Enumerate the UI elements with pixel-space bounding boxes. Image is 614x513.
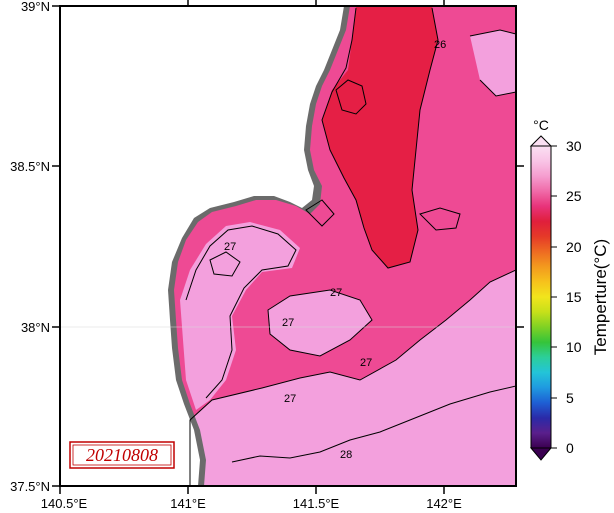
colorbar-tick-label: 20 [566, 239, 582, 255]
sea-26c-region [322, 6, 438, 268]
contour-label: 26 [434, 39, 446, 51]
map-area: 26 27 27 27 27 27 28 [60, 6, 516, 486]
lat-label: 38°N [21, 320, 50, 335]
sea-28c-region-south [190, 270, 516, 486]
colorbar-max-triangle [529, 135, 553, 147]
contour-label: 27 [224, 241, 236, 253]
colorbar-unit: °C [533, 117, 549, 133]
contour-label: 27 [282, 317, 294, 329]
axis-ticks [52, 0, 524, 494]
lon-label: 142°E [426, 496, 462, 511]
lat-label: 37.5°N [10, 479, 50, 494]
colorbar-tick-label: 15 [566, 289, 582, 305]
colorbar-tick-label: 0 [566, 440, 574, 456]
contour-label: 27 [284, 393, 296, 405]
colorbar-min-triangle [529, 447, 553, 461]
contour-labels: 26 27 27 27 27 27 28 [224, 39, 446, 461]
colorbar-tick-label: 5 [566, 390, 574, 406]
colorbar-ticks [551, 145, 557, 449]
date-stamp: 20210808 [86, 445, 158, 465]
lon-label: 141°E [170, 496, 206, 511]
contour-label: 28 [340, 449, 352, 461]
colorbar-tick-label: 25 [566, 188, 582, 204]
colorbar-title: Temperture(°C) [591, 239, 610, 355]
date-stamp-inner-border [72, 444, 172, 466]
contour-lines [185, 7, 516, 486]
lat-label: 39°N [21, 0, 50, 14]
sea-28c-patch-east [470, 30, 516, 96]
colorbar [530, 145, 552, 449]
lon-label: 140.5°E [41, 496, 88, 511]
colorbar-tick-label: 30 [566, 138, 582, 154]
lat-label: 38.5°N [10, 159, 50, 174]
land-area [60, 6, 344, 486]
contour-label: 27 [330, 287, 342, 299]
sea-28c-patch-mid [268, 290, 372, 356]
date-stamp-box [69, 441, 175, 469]
map-frame [59, 5, 517, 487]
lon-label: 141.5°E [293, 496, 340, 511]
contour-label: 27 [360, 357, 372, 369]
colorbar-tick-label: 10 [566, 339, 582, 355]
